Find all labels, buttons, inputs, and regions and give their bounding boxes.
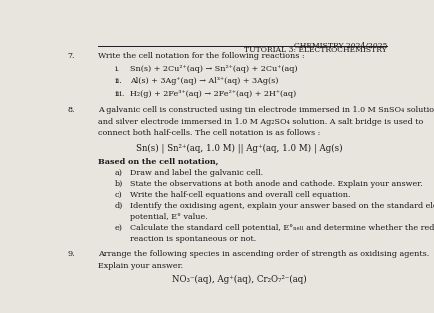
Text: H₂(g) + 2Fe³⁺(aq) → 2Fe²⁺(aq) + 2H⁺(aq): H₂(g) + 2Fe³⁺(aq) → 2Fe²⁺(aq) + 2H⁺(aq) [130, 90, 296, 98]
Text: State the observations at both anode and cathode. Explain your answer.: State the observations at both anode and… [130, 180, 423, 188]
Text: i.: i. [115, 64, 120, 73]
Text: ii.: ii. [115, 77, 122, 85]
Text: c): c) [115, 191, 122, 199]
Text: e): e) [115, 224, 123, 232]
Text: 8.: 8. [68, 106, 75, 114]
Text: connect both half-cells. The cell notation is as follows :: connect both half-cells. The cell notati… [98, 129, 320, 137]
Text: Write the cell notation for the following reactions :: Write the cell notation for the followin… [98, 52, 305, 60]
Text: Al(s) + 3Ag⁺(aq) → Al³⁺(aq) + 3Ag(s): Al(s) + 3Ag⁺(aq) → Al³⁺(aq) + 3Ag(s) [130, 77, 279, 85]
Text: Based on the cell notation,: Based on the cell notation, [98, 157, 218, 166]
Text: A galvanic cell is constructed using tin electrode immersed in 1.0 M SnSO₄ solut: A galvanic cell is constructed using tin… [98, 106, 434, 114]
Text: Arrange the following species in ascending order of strength as oxidising agents: Arrange the following species in ascendi… [98, 250, 429, 258]
Text: 7.: 7. [68, 52, 75, 60]
Text: reaction is spontaneous or not.: reaction is spontaneous or not. [130, 235, 256, 243]
Text: potential, E° value.: potential, E° value. [130, 213, 208, 221]
Text: Explain your answer.: Explain your answer. [98, 262, 183, 270]
Text: TUTORIAL 3: ELECTROCHEMISTRY: TUTORIAL 3: ELECTROCHEMISTRY [244, 46, 387, 54]
Text: CHEMISTRY 2024/2025: CHEMISTRY 2024/2025 [294, 42, 387, 50]
Text: Draw and label the galvanic cell.: Draw and label the galvanic cell. [130, 169, 263, 177]
Text: and silver electrode immersed in 1.0 M Ag₂SO₄ solution. A salt bridge is used to: and silver electrode immersed in 1.0 M A… [98, 118, 423, 126]
Text: 9.: 9. [68, 250, 76, 258]
Text: Calculate the standard cell potential, E°ₙₑₗₗ and determine whether the redox: Calculate the standard cell potential, E… [130, 224, 434, 232]
Text: iii.: iii. [115, 90, 125, 98]
Text: Write the half-cell equations and overall cell equation.: Write the half-cell equations and overal… [130, 191, 350, 199]
Text: NO₃⁻(aq), Ag⁺(aq), Cr₂O₇²⁻(aq): NO₃⁻(aq), Ag⁺(aq), Cr₂O₇²⁻(aq) [172, 275, 306, 284]
Text: d): d) [115, 202, 123, 210]
Text: a): a) [115, 169, 123, 177]
Text: b): b) [115, 180, 123, 188]
Text: Sn(s) + 2Cu²⁺(aq) → Sn²⁺(aq) + 2Cu⁺(aq): Sn(s) + 2Cu²⁺(aq) → Sn²⁺(aq) + 2Cu⁺(aq) [130, 64, 298, 73]
Text: Sn(s) | Sn²⁺(aq, 1.0 M) || Ag⁺(aq, 1.0 M) | Ag(s): Sn(s) | Sn²⁺(aq, 1.0 M) || Ag⁺(aq, 1.0 M… [136, 144, 342, 153]
Text: Identify the oxidising agent, explain your answer based on the standard electrod: Identify the oxidising agent, explain yo… [130, 202, 434, 210]
